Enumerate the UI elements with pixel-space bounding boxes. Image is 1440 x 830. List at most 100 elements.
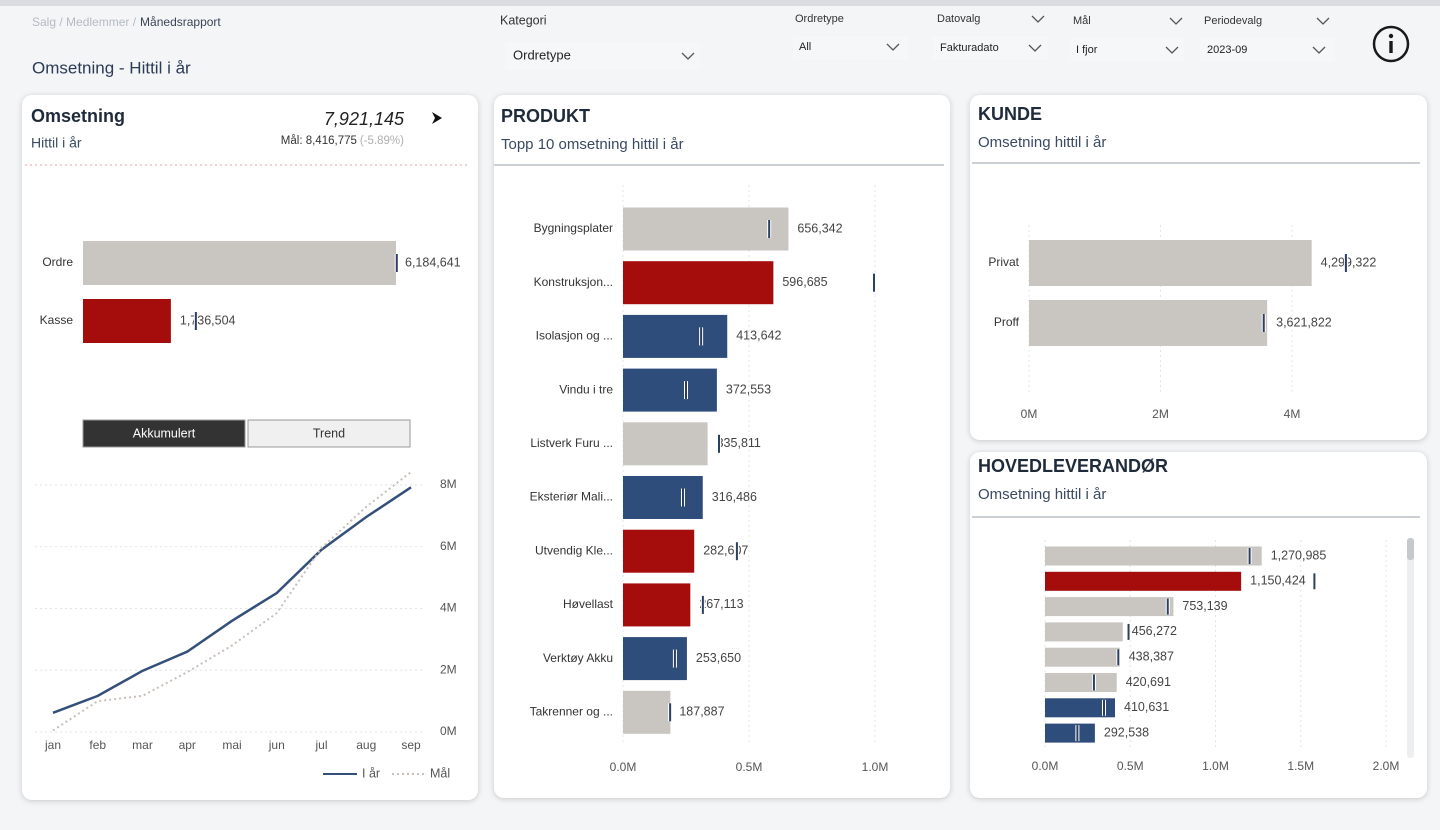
drill-arrow[interactable]: [432, 112, 442, 124]
x-tick-label: jul: [314, 738, 327, 752]
category-label: Proff: [994, 315, 1020, 329]
chevron[interactable]: [886, 43, 900, 51]
bar[interactable]: [1045, 647, 1120, 667]
bar[interactable]: [623, 690, 671, 734]
scrollbar-track[interactable]: [1407, 538, 1414, 758]
x-tick-label: mar: [132, 738, 153, 752]
bar[interactable]: [623, 207, 789, 251]
info-stem[interactable]: [1389, 41, 1393, 53]
chevron[interactable]: [1165, 46, 1179, 54]
bar[interactable]: [1045, 673, 1117, 692]
bar[interactable]: [1029, 240, 1312, 286]
chevron[interactable]: [1169, 17, 1183, 25]
value-label: 420,691: [1126, 675, 1171, 689]
category-label: Verktøy Akku: [543, 651, 613, 665]
value-label: 335,811: [717, 436, 761, 450]
category-label: Listverk Furu ...: [530, 436, 613, 450]
toggle-button[interactable]: [247, 419, 411, 448]
filter-label: Kategori: [500, 13, 547, 27]
value-label: 187,887: [679, 705, 724, 719]
chevron[interactable]: [1312, 46, 1326, 54]
breadcrumb-path[interactable]: Salg / Medlemmer /: [32, 15, 137, 29]
x-tick-label: 1.0M: [1202, 759, 1229, 773]
category-label: Takrenner og ...: [530, 704, 613, 718]
bar[interactable]: [83, 241, 396, 285]
value-label: 410,631: [1124, 700, 1169, 714]
toggle-label[interactable]: Trend: [313, 426, 345, 440]
x-tick-label: mai: [222, 738, 241, 752]
category-label: Bygningsplater: [534, 221, 613, 235]
bar[interactable]: [623, 261, 774, 305]
bar[interactable]: [623, 637, 687, 681]
chevron[interactable]: [1031, 15, 1045, 23]
bar[interactable]: [623, 314, 728, 358]
legend-label[interactable]: Mål: [430, 766, 450, 780]
filter-label: Periodevalg: [1204, 15, 1262, 27]
card-subtitle: Omsetning hittil i år: [978, 486, 1106, 503]
kpi-delta: (-5.89%): [360, 135, 404, 147]
filter-value[interactable]: All: [799, 41, 811, 53]
filter-label: Ordretype: [795, 13, 844, 25]
filter-dropdown[interactable]: [793, 36, 908, 60]
bar[interactable]: [1045, 622, 1123, 642]
value-label: 1,736,504: [180, 313, 236, 327]
filter-value[interactable]: Ordretype: [513, 47, 571, 62]
bar[interactable]: [623, 476, 703, 519]
bar[interactable]: [623, 529, 695, 573]
chevron[interactable]: [1316, 17, 1330, 25]
value-label: 596,685: [782, 275, 827, 289]
chevron[interactable]: [1028, 44, 1042, 52]
filter-dropdown[interactable]: [1200, 38, 1335, 62]
category-label: Kasse: [40, 313, 74, 327]
x-tick-label: 0.5M: [1117, 759, 1144, 773]
value-label: 316,486: [712, 490, 757, 504]
filter-dropdown[interactable]: [1069, 38, 1184, 62]
chevron[interactable]: [681, 52, 695, 60]
bar[interactable]: [83, 299, 171, 343]
breadcrumb-current: Månedsrapport: [140, 15, 221, 29]
bar[interactable]: [1029, 300, 1268, 346]
bar[interactable]: [1045, 698, 1116, 718]
info-circle[interactable]: [1372, 25, 1410, 63]
x-tick-label: aug: [356, 738, 376, 752]
filter-value[interactable]: Fakturadato: [940, 42, 999, 54]
y-tick-label: 6M: [440, 539, 457, 553]
x-tick-label: feb: [89, 738, 106, 752]
kpi-target-label: Mål: 8,416,775: [281, 135, 357, 147]
value-label: 253,650: [696, 651, 741, 665]
toggle-label[interactable]: Akkumulert: [133, 426, 196, 440]
value-label: 456,272: [1132, 624, 1177, 638]
info-dot[interactable]: [1388, 33, 1394, 39]
card: [970, 452, 1427, 798]
bar[interactable]: [1045, 571, 1242, 591]
bar[interactable]: [623, 583, 691, 627]
filter-value[interactable]: 2023-09: [1207, 44, 1247, 56]
x-tick-label: jan: [44, 738, 61, 752]
y-tick-label: 8M: [440, 477, 457, 491]
bar[interactable]: [623, 422, 708, 466]
info-icon[interactable]: [1372, 25, 1410, 63]
card-title: HOVEDLEVERANDØR: [978, 456, 1168, 476]
category-label: Utvendig Kle...: [535, 543, 613, 557]
kpi-title: Omsetning: [31, 106, 125, 126]
x-tick-label: 0M: [1021, 407, 1038, 421]
scrollbar-thumb[interactable]: [1407, 538, 1414, 560]
y-tick-label: 0M: [440, 724, 457, 738]
card-subtitle: Topp 10 omsetning hittil i år: [501, 136, 684, 153]
toggle-button[interactable]: [82, 419, 246, 448]
x-tick-label: 0.0M: [610, 760, 637, 774]
filter-dropdown[interactable]: [505, 42, 700, 70]
series-line: [52, 486, 412, 715]
value-label: 292,538: [1104, 725, 1149, 739]
value-label: 1,270,985: [1271, 548, 1327, 562]
bar[interactable]: [1045, 723, 1095, 743]
value-label: 656,342: [797, 221, 842, 235]
legend-label[interactable]: I år: [362, 766, 380, 780]
filter-dropdown[interactable]: [933, 36, 1048, 60]
filter-value[interactable]: I fjor: [1076, 44, 1098, 56]
bar[interactable]: [623, 368, 717, 412]
x-tick-label: apr: [179, 738, 196, 752]
bar[interactable]: [1045, 546, 1262, 566]
value-label: 282,607: [703, 543, 748, 557]
bar[interactable]: [1045, 597, 1174, 617]
